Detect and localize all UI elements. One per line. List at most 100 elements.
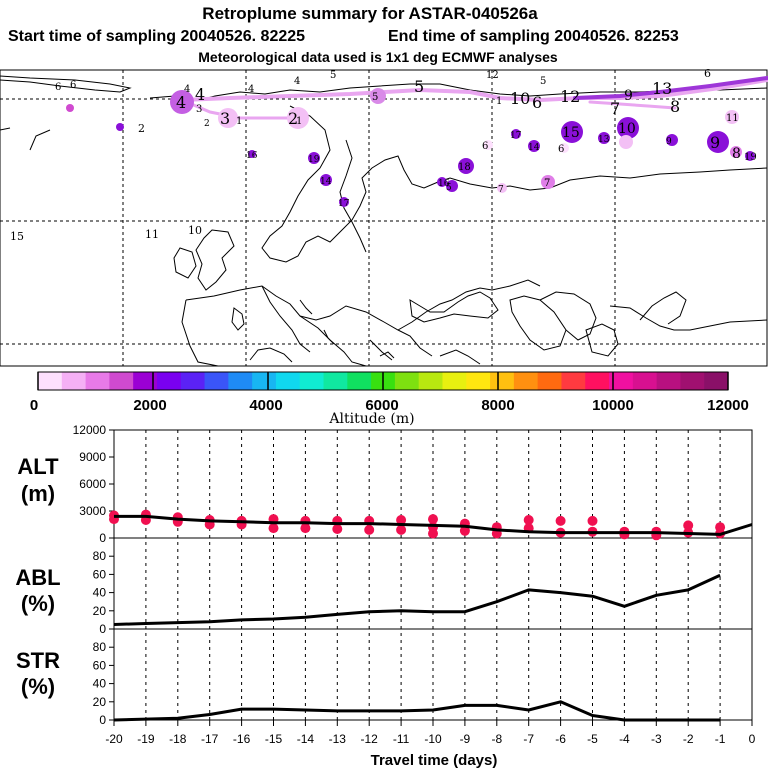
plume-center-marker — [511, 129, 521, 139]
x-tick-label: -4 — [619, 732, 630, 746]
y-tick-label: 0 — [99, 531, 106, 545]
x-tick-label: -19 — [137, 732, 155, 746]
alt-plume-point — [587, 515, 598, 526]
map-day-label: 2 — [288, 109, 298, 128]
y-tick-label: 20 — [93, 604, 107, 618]
map-day-label: 6 — [55, 82, 61, 93]
plume-center-marker — [308, 152, 320, 164]
map-day-label: 11 — [145, 228, 159, 241]
colorbar-tick-label: 6000 — [365, 397, 398, 414]
map-day-label: 9 — [710, 133, 720, 152]
map-frame — [0, 69, 768, 367]
map-day-label: 7 — [498, 185, 504, 195]
x-tick-label: -2 — [683, 732, 694, 746]
colorbar-swatch — [513, 372, 539, 390]
str-panel-unit: (%) — [21, 674, 55, 699]
x-tick-label: -20 — [105, 732, 123, 746]
colorbar-swatch — [85, 372, 110, 390]
map-day-label: 2 — [138, 122, 145, 135]
map-day-label: 19 — [308, 155, 320, 165]
x-tick-label: 0 — [749, 732, 756, 746]
map-day-label: 6 — [704, 67, 711, 80]
map-day-label: 5 — [372, 92, 378, 103]
colorbar-swatch — [61, 372, 87, 390]
colorbar-swatch — [632, 372, 658, 390]
str-panel-label: STR — [16, 648, 60, 673]
map-day-label: 11 — [726, 113, 739, 124]
map-day-label: 8 — [670, 97, 680, 116]
map-day-label: 15 — [10, 230, 24, 243]
plume-center-marker — [619, 135, 633, 149]
colorbar-swatch — [323, 372, 348, 390]
map-day-label: 6 — [558, 144, 564, 155]
colorbar-swatch — [585, 372, 610, 390]
plume-center-marker — [437, 177, 447, 187]
x-tick-label: -16 — [233, 732, 251, 746]
colorbar-swatch — [252, 372, 277, 390]
map-graticule — [0, 70, 767, 366]
y-tick-label: 80 — [93, 549, 107, 563]
plume-center-marker — [446, 180, 458, 192]
x-tick-label: -14 — [297, 732, 315, 746]
plume-center-marker — [458, 158, 474, 174]
colorbar-tick-label: 0 — [30, 397, 38, 414]
map-day-label: 14 — [528, 143, 540, 153]
plume-center-marker — [320, 174, 332, 186]
map-day-label: 3 — [196, 104, 202, 115]
y-tick-label: 80 — [93, 640, 107, 654]
altitude-colorbar — [37, 371, 729, 391]
x-tick-label: -1 — [715, 732, 726, 746]
plume-center-marker — [617, 117, 639, 139]
colorbar-tick-label: 10000 — [592, 397, 634, 414]
colorbar-swatch — [38, 372, 63, 390]
panel-day-grid — [145, 430, 721, 720]
x-tick-label: -11 — [393, 732, 410, 746]
x-tick-label: -10 — [424, 732, 442, 746]
x-tick-label: -3 — [651, 732, 662, 746]
plume-center-marker — [287, 107, 309, 129]
y-tick-label: 12000 — [73, 423, 107, 437]
x-axis-title: Travel time (days) — [371, 752, 498, 768]
y-tick-label: 0 — [99, 622, 106, 636]
map-day-label: 12 — [560, 87, 580, 106]
x-axis-ticks: -20 -19 -18 -17 -16 -15 -14 -13 -12 -11 -10 -9 -8 -7-… — [105, 720, 756, 746]
alt-plume-point — [683, 520, 694, 531]
map-day-label: 16 — [246, 151, 258, 161]
plume-center-marker — [561, 121, 583, 143]
alt-plume-point — [300, 523, 311, 534]
plume-center-marker — [116, 123, 124, 131]
map-day-label: 5 — [330, 70, 336, 81]
colorbar-swatch — [180, 372, 206, 390]
map-day-label: 12 — [486, 70, 499, 81]
map-day-label: 4 — [176, 93, 186, 112]
colorbar-swatch — [347, 372, 372, 390]
map-day-label: 10 — [188, 224, 202, 237]
map-day-label: 16 — [438, 179, 450, 189]
coastlines — [0, 75, 768, 367]
x-tick-label: -12 — [361, 732, 379, 746]
x-tick-label: -17 — [201, 732, 219, 746]
plume-track-dark — [573, 76, 768, 100]
plume-center-marker — [528, 140, 540, 152]
colorbar-swatch — [418, 372, 443, 390]
x-tick-label: -18 — [169, 732, 187, 746]
map-day-label: 4 — [184, 84, 190, 95]
plume-center-marker — [541, 175, 555, 189]
alt-plume-point — [523, 515, 534, 525]
colorbar-swatch — [442, 372, 467, 390]
str-series-line — [113, 700, 721, 722]
start-time-label: Start time of sampling 20040526. 82225 — [8, 28, 305, 45]
alt-plume-point — [332, 524, 343, 534]
colorbar-swatch — [133, 372, 158, 390]
abl-panel-label: ABL — [15, 565, 60, 590]
alt-plume-point — [555, 515, 566, 526]
figure-title: Retroplume summary for ASTAR-040526a — [202, 4, 538, 23]
map-day-label: 1 — [496, 96, 502, 107]
map-day-label: 4 — [294, 76, 300, 87]
plume-center-marker — [483, 140, 493, 150]
colorbar-swatch — [204, 372, 229, 390]
map-day-label: 8 — [732, 146, 741, 162]
map-day-label: 7 — [544, 178, 550, 189]
map-day-label: 6 — [482, 141, 488, 152]
plume-center-marker — [598, 132, 610, 144]
